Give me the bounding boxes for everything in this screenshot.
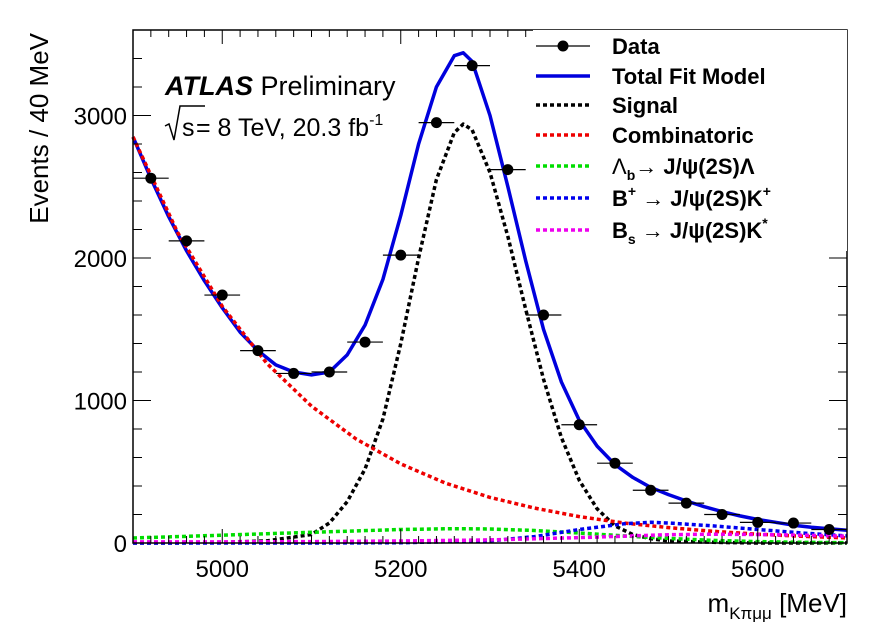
curve-lambda_b	[132, 527, 848, 545]
energy-label: s = 8 TeV, 20.3 fb-1	[164, 105, 383, 142]
data-point-marker	[752, 516, 764, 528]
data-point	[168, 235, 205, 247]
data-point-marker	[538, 309, 550, 321]
data-point-marker	[466, 60, 478, 72]
data-point-marker	[823, 523, 835, 535]
curve-signal	[133, 122, 847, 545]
data-point	[275, 367, 312, 379]
energy-text: = 8 TeV, 20.3 fb-1	[196, 112, 383, 142]
data-point-marker	[787, 517, 799, 529]
data-point	[597, 457, 633, 469]
legend-label: Signal	[612, 93, 678, 118]
legend-label: Bs → J/ψ(2S)K*	[612, 215, 768, 247]
legend-entry-bs: Bs → J/ψ(2S)K*	[536, 215, 768, 247]
data-point	[347, 336, 383, 348]
data-point	[382, 249, 419, 261]
sqrt-symbol	[164, 105, 205, 141]
legend-entry-lambda_b: Λb→ J/ψ(2S)Λ	[536, 154, 755, 183]
curve-bs	[133, 532, 848, 544]
data-point	[525, 309, 562, 321]
data-point	[704, 509, 740, 520]
data-point-marker	[716, 509, 728, 520]
data-point	[311, 366, 348, 378]
data-point-marker	[645, 484, 657, 496]
data-point	[739, 516, 776, 528]
curve-combinatoric	[131, 136, 848, 540]
legend-entry-bplus: B+ → J/ψ(2S)K+	[536, 183, 771, 211]
curve-bplus	[133, 520, 848, 545]
data-point-marker	[609, 457, 621, 469]
data-point	[775, 517, 812, 529]
data-point	[204, 289, 241, 301]
y-tick-label: 0	[114, 531, 127, 558]
data-point	[454, 60, 490, 72]
y-axis-title: Events / 40 MeV	[24, 32, 54, 223]
data-point	[240, 345, 276, 357]
data-point-marker	[216, 289, 228, 301]
legend-data-marker	[557, 40, 569, 52]
data-point-marker	[430, 117, 442, 129]
legend-label: B+ → J/ψ(2S)K+	[612, 183, 771, 211]
data-point	[632, 484, 669, 496]
energy-s: s	[182, 114, 195, 142]
legend-entry-data: Data	[536, 34, 660, 59]
x-tick-label: 5600	[731, 556, 784, 583]
legend-label: Combinatoric	[612, 123, 754, 148]
data-point	[490, 164, 526, 176]
x-axis-title: mKπμμ [MeV]	[708, 588, 847, 623]
data-point	[811, 523, 847, 535]
legend-label: Λb→ J/ψ(2S)Λ	[612, 154, 755, 183]
legend-entry-signal: Signal	[536, 93, 678, 118]
legend-entry-total: Total Fit Model	[536, 64, 766, 89]
data-point	[133, 172, 169, 184]
data-point-marker	[680, 497, 692, 509]
y-tick-label: 2000	[74, 246, 127, 273]
data-point-marker	[573, 419, 585, 431]
data-point	[418, 117, 455, 129]
data-point-marker	[145, 172, 157, 184]
legend-label: Data	[612, 34, 660, 59]
y-tick-label: 1000	[74, 389, 127, 416]
legend-entry-combinatoric: Combinatoric	[536, 123, 754, 148]
legend-box	[533, 30, 847, 251]
data-point-marker	[359, 336, 371, 348]
x-tick-label: 5400	[553, 556, 606, 583]
data-point	[668, 497, 705, 509]
data-point-marker	[395, 249, 407, 261]
legend-label: Total Fit Model	[612, 64, 766, 89]
y-tick-label: 3000	[74, 104, 127, 131]
x-tick-label: 5200	[374, 556, 427, 583]
data-point-marker	[288, 367, 300, 379]
data-point-marker	[181, 235, 193, 247]
data-point-marker	[252, 345, 264, 357]
x-tick-label: 5000	[196, 556, 249, 583]
data-point-marker	[502, 164, 514, 176]
data-point	[561, 419, 598, 431]
atlas-label: ATLAS Preliminary	[164, 71, 396, 101]
data-point-marker	[323, 366, 335, 378]
